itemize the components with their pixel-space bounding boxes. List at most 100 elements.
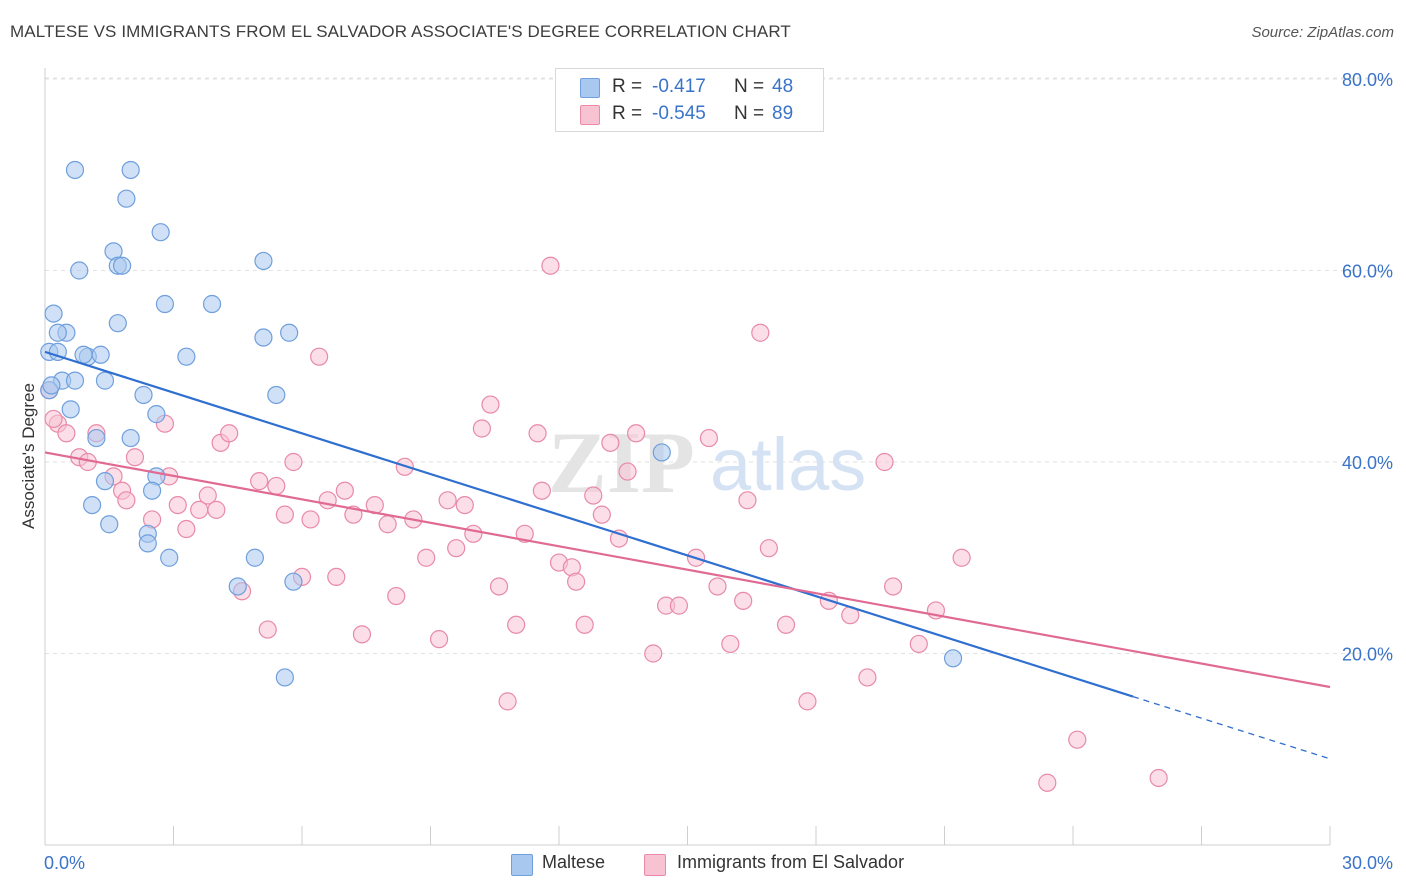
immigrants-point [515, 524, 534, 543]
immigrants-point [455, 495, 474, 515]
immigrants-point [1149, 768, 1168, 788]
maltese-point [254, 328, 273, 347]
immigrants-point [177, 519, 196, 539]
maltese-point [134, 385, 153, 405]
immigrants-point [601, 433, 620, 452]
n-label: N = [734, 103, 765, 124]
maltese-point [61, 400, 80, 419]
maltese-point [142, 481, 162, 500]
maltese-point [100, 515, 119, 534]
y-tick-label: 40.0% [1342, 453, 1393, 473]
immigrants-point [44, 409, 63, 429]
n-value: 89 [772, 103, 794, 124]
immigrants-point [528, 424, 547, 443]
stats-row-maltese: R = -0.417 N = 48 [556, 74, 823, 100]
n-label: N = [734, 76, 765, 97]
immigrants-point [644, 644, 663, 663]
immigrants-point [417, 548, 436, 567]
immigrants-point [1068, 730, 1087, 749]
maltese-point [138, 534, 157, 553]
immigrants-point [708, 577, 727, 596]
axes [44, 68, 1331, 846]
immigrants-point [541, 256, 560, 275]
stats-legend: R = -0.417 N = 48 R = -0.545 N = 89 [555, 68, 824, 132]
maltese-point [147, 405, 166, 424]
immigrants-point [759, 539, 778, 558]
maltese-point [121, 160, 140, 180]
immigrants-point [489, 577, 509, 596]
immigrants-point [117, 491, 136, 510]
immigrants-point [618, 462, 637, 481]
y-axis-label: Associate's Degree [19, 383, 38, 529]
maltese-point [70, 261, 89, 280]
watermark-zip: ZIP [548, 415, 695, 512]
immigrants-point [198, 486, 217, 505]
immigrants-point [738, 491, 757, 510]
maltese-point [284, 572, 303, 591]
immigrants-point [125, 448, 145, 467]
immigrants-point [875, 452, 894, 472]
x-tick-label: 30.0% [1342, 853, 1393, 873]
immigrants-point [57, 424, 76, 443]
immigrants-point [699, 428, 719, 448]
maltese-point [48, 342, 67, 361]
immigrants-point [669, 596, 689, 615]
maltese-point [48, 323, 67, 342]
maltese-point [245, 548, 264, 567]
immigrants-point [168, 495, 187, 515]
immigrants-point [250, 472, 269, 491]
series-maltese-points [40, 160, 963, 687]
immigrants-point [352, 625, 372, 644]
immigrants-point [310, 347, 329, 366]
r-value: -0.417 [652, 76, 706, 97]
immigrants-point [575, 615, 594, 634]
maltese-point [65, 160, 85, 180]
maltese-point [151, 223, 170, 242]
maltese-point [267, 385, 286, 405]
maltese-point [177, 347, 196, 366]
maltese-point [280, 323, 299, 342]
immigrants-point [220, 424, 239, 443]
maltese-point [108, 314, 127, 333]
immigrants-point [507, 615, 526, 634]
immigrants-point [751, 323, 770, 342]
maltese-point [254, 251, 273, 271]
immigrants-point [378, 515, 397, 534]
immigrants-point [335, 481, 354, 500]
trend-lines [44, 350, 1331, 760]
n-value: 48 [772, 76, 794, 97]
immigrants-point [327, 567, 346, 587]
immigrants-point [1038, 773, 1057, 792]
r-value: -0.545 [652, 103, 706, 124]
immigrants-point [258, 620, 277, 639]
source-label: Source: ZipAtlas.com [1251, 24, 1394, 41]
y-tick-label: 60.0% [1342, 262, 1393, 282]
maltese-point [202, 294, 222, 314]
immigrants-point [387, 586, 406, 606]
maltese-point [652, 443, 671, 462]
maltese-point [943, 649, 963, 668]
maltese-point [83, 495, 102, 515]
maltese-point [155, 294, 175, 314]
immigrants-point [267, 476, 286, 496]
immigrants-swatch [580, 105, 600, 125]
immigrants-point [734, 591, 753, 610]
maltese-point [95, 472, 115, 491]
immigrants-trend-line [44, 451, 1331, 689]
maltese-point [74, 345, 93, 364]
maltese-trend-line-extension [1132, 695, 1331, 760]
r-label: R = [612, 103, 643, 124]
stats-row-immigrants: R = -0.545 N = 89 [556, 101, 823, 127]
immigrants-legend-swatch [644, 854, 666, 876]
immigrants-point [567, 572, 586, 591]
immigrants-point [858, 668, 877, 687]
immigrants-legend-label: Immigrants from El Salvador [677, 852, 905, 872]
maltese-point [117, 189, 136, 208]
immigrants-point [883, 577, 903, 596]
maltese-point [121, 428, 140, 448]
immigrants-point [592, 505, 611, 524]
immigrants-point [626, 424, 646, 443]
maltese-legend-swatch [511, 854, 533, 876]
watermark-atlas: atlas [710, 423, 866, 506]
immigrants-point [776, 615, 796, 634]
